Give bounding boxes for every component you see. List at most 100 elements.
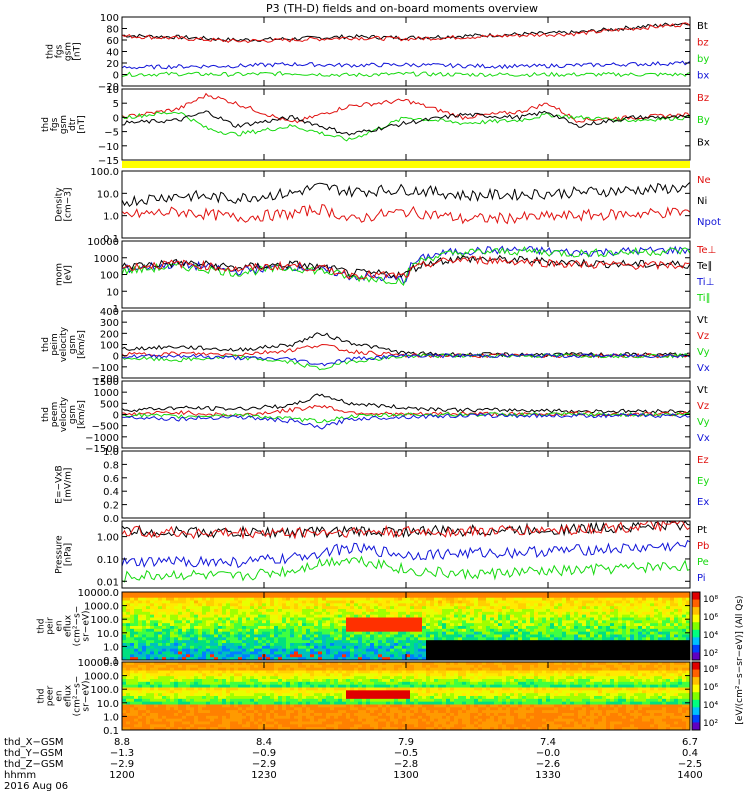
legend-Vx: Vx: [697, 363, 710, 374]
panel-fgs_gsm_detrended: 10 5 0 −5 −10 −15 thd fgs gsm dtr [nT] Bz By Bx: [41, 85, 710, 167]
panel-temperature: 10000 1000 100 10 1 mom [eV] Te⊥ Te∥ Ti⊥ Ti∥: [55, 237, 717, 315]
y-axis-label: dtr: [68, 118, 78, 131]
y-axis-label: peem: [50, 402, 60, 428]
y-axis-label: thd: [41, 407, 51, 422]
panel-frame: [121, 450, 691, 519]
x-tick-label: 7.9: [398, 737, 414, 748]
panel-peir_spectrogram: 10000.0 1000.0 100.0 10.0 1.0 0.1 thd peir en efl…: [37, 588, 691, 667]
y-axis-label: eflux: [64, 614, 74, 637]
colorbar-segment: [692, 652, 700, 661]
x-axis-row-label: thd_Y−GSM: [4, 748, 63, 759]
y-axis-label: peer: [46, 685, 56, 706]
legend-Vz: Vz: [697, 331, 709, 342]
legend-Ne: Ne: [697, 175, 711, 186]
y-tick-label: 60: [106, 36, 119, 47]
legend-Vy: Vy: [697, 417, 710, 428]
y-axis-label: thd: [37, 689, 47, 704]
colorbar-segment: [692, 629, 700, 638]
y-tick-label: −5: [104, 128, 119, 139]
x-axis: thd_X−GSM 8.8 8.4 7.9 7.4 6.7 thd_Y−GSM −1.3 −0.…: [4, 737, 703, 792]
y-tick-label: 0.0: [103, 514, 119, 525]
y-tick-label: 400: [100, 307, 119, 318]
x-tick-label: 7.4: [540, 737, 556, 748]
x-tick-label: 1330: [535, 770, 560, 781]
y-axis-label: E=−VxB: [55, 465, 65, 503]
y-tick-label: 1.0: [103, 447, 119, 458]
x-tick-label: 6.7: [682, 737, 698, 748]
legend-bx: bx: [697, 70, 709, 81]
legend-bz: bz: [697, 37, 709, 48]
x-tick-label: −2.9: [252, 759, 276, 770]
series-temperature-2: [122, 254, 690, 280]
y-tick-label: 1000: [94, 254, 119, 265]
y-axis-label: [cm−3]: [64, 187, 74, 221]
y-axis-label: [nT]: [73, 42, 83, 60]
y-axis-label: thd: [37, 619, 47, 634]
y-tick-label: 0: [113, 113, 119, 124]
y-tick-label: 1000.0: [84, 672, 119, 683]
y-axis-label: [mV/m]: [64, 468, 74, 502]
y-tick-label: 0.1: [103, 726, 119, 737]
y-axis-label: gsm: [59, 115, 69, 134]
colorbar-tick-label: 10⁶: [703, 613, 718, 623]
legend-Ez: Ez: [697, 455, 709, 466]
panel-frame: [121, 16, 691, 87]
panel-peer_spectrogram: 10000.0 1000.0 100.0 10.0 1.0 0.1 thd peer en efl…: [37, 658, 691, 737]
x-axis-row-label: hhmm: [4, 770, 36, 781]
y-tick-label: 0: [113, 71, 119, 82]
series-fgs_gsm_detrended-2: [122, 110, 690, 136]
y-axis-label: [km/s]: [77, 330, 87, 359]
legend-by: by: [697, 54, 709, 65]
colorbar: 10⁸ 10⁶ 10⁴ 10² 10⁸ 10⁶ 10⁴ 10² [eV/(cm²−s−sr−eV…: [691, 591, 745, 731]
y-axis-label: mom: [55, 263, 65, 286]
colorbar-segment: [692, 662, 700, 671]
y-tick-label: 20: [106, 59, 119, 70]
y-tick-label: 100.0: [90, 167, 119, 178]
colorbar-tick-label: 10⁴: [703, 701, 718, 711]
colorbar-segment: [692, 677, 700, 686]
y-tick-label: 10.0: [97, 189, 119, 200]
y-tick-label: −20: [98, 82, 119, 93]
x-axis-date: 2016 Aug 06: [4, 781, 68, 792]
y-axis-label: peir: [46, 617, 56, 635]
legend-Vt: Vt: [697, 315, 708, 326]
y-tick-label: 0.4: [103, 487, 119, 498]
y-tick-label: 100: [100, 13, 119, 24]
y-tick-label: 0.10: [97, 555, 119, 566]
y-tick-label: 1.0: [103, 712, 119, 723]
legend-Pe: Pe: [697, 557, 709, 568]
y-tick-label: 100.0: [90, 615, 119, 626]
series-peim_velocity-1: [122, 343, 690, 359]
legend-Ti∥: Ti∥: [696, 293, 711, 304]
y-tick-label: 0.6: [103, 474, 119, 485]
y-axis-label: en: [55, 620, 65, 631]
y-tick-label: 300: [100, 318, 119, 329]
y-tick-label: 1500: [94, 377, 119, 388]
x-tick-label: −2.5: [678, 759, 702, 770]
y-tick-label: −15: [98, 156, 119, 167]
y-tick-label: 10000.0: [78, 658, 119, 669]
colorbar-segment: [692, 599, 700, 608]
series-temperature-3: [122, 255, 690, 280]
colorbar-segment: [692, 714, 700, 723]
y-tick-label: 0.01: [97, 577, 119, 588]
y-axis-label: thd: [46, 44, 56, 59]
colorbar-tick-label: 10²: [703, 719, 718, 729]
series-pressure-3: [122, 555, 690, 583]
legend-By: By: [697, 115, 710, 126]
y-axis-label: Pressure: [55, 535, 65, 574]
y-tick-label: 80: [106, 25, 119, 36]
y-tick-label: 10.0: [97, 699, 119, 710]
series-density-0: [122, 181, 690, 207]
y-axis-label: eflux: [64, 684, 74, 707]
series-peem_velocity-2: [122, 411, 690, 424]
y-axis-label: [km/s]: [77, 400, 87, 429]
colorbar-segment: [692, 684, 700, 693]
x-tick-label: −2.9: [110, 759, 134, 770]
colorbar-segment: [692, 669, 700, 678]
y-axis-label: fgs: [55, 44, 65, 58]
series-fgs_gsm_detrended-1: [122, 111, 690, 142]
colorbar-tick-label: 10⁸: [703, 665, 718, 675]
